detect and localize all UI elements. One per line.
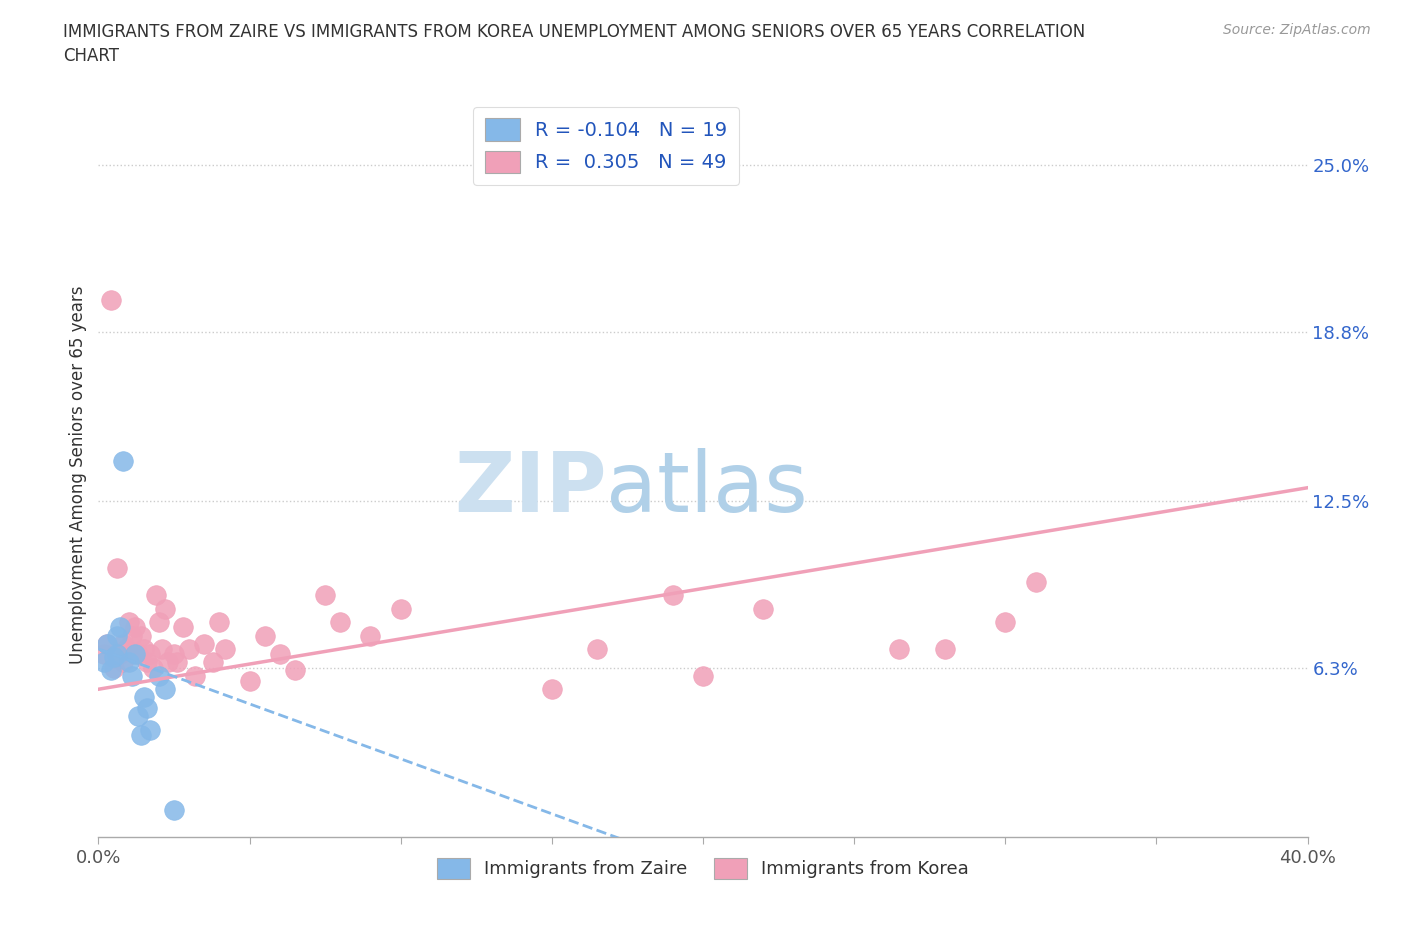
Point [118,615,141,630]
Point [132,642,155,657]
Point [586,642,609,657]
Point [889,642,911,657]
Point [124,620,146,635]
Point [934,642,956,657]
Point [163,647,186,662]
Point [692,669,714,684]
Point [111,454,134,469]
Point [184,669,207,684]
Point [96,636,118,651]
Point [148,669,170,684]
Point [108,647,131,662]
Point [103,649,125,664]
Point [360,628,382,643]
Point [142,660,165,675]
Point [389,601,412,616]
Point [111,636,134,651]
Point [103,660,125,675]
Point [284,663,307,678]
Point [124,647,146,662]
Point [153,682,176,697]
Point [314,588,336,603]
Point [93,647,115,662]
Point [329,615,352,630]
Point [118,655,141,670]
Point [111,655,134,670]
Point [148,615,170,630]
Point [145,588,167,603]
Text: ZIP: ZIP [454,448,606,529]
Point [93,655,115,670]
Point [661,588,683,603]
Point [139,722,162,737]
Point [253,628,276,643]
Point [994,615,1017,630]
Point [100,663,122,678]
Point [105,561,128,576]
Text: atlas: atlas [606,448,808,529]
Point [121,669,143,684]
Legend: Immigrants from Zaire, Immigrants from Korea: Immigrants from Zaire, Immigrants from K… [430,851,976,886]
Point [153,601,176,616]
Point [202,655,225,670]
Point [96,636,118,651]
Point [156,655,179,670]
Point [132,690,155,705]
Point [114,642,136,657]
Point [105,628,128,643]
Point [150,642,173,657]
Point [163,803,186,817]
Point [540,682,562,697]
Point [193,636,215,651]
Point [127,647,149,662]
Point [129,628,152,643]
Point [269,647,291,662]
Point [208,615,231,630]
Point [139,647,162,662]
Point [129,727,152,742]
Point [239,673,262,688]
Text: Source: ZipAtlas.com: Source: ZipAtlas.com [1223,23,1371,37]
Point [752,601,775,616]
Point [214,642,236,657]
Point [121,628,143,643]
Point [172,620,194,635]
Point [166,655,188,670]
Point [127,709,149,724]
Point [108,620,131,635]
Point [1024,575,1046,590]
Text: IMMIGRANTS FROM ZAIRE VS IMMIGRANTS FROM KOREA UNEMPLOYMENT AMONG SENIORS OVER 6: IMMIGRANTS FROM ZAIRE VS IMMIGRANTS FROM… [63,23,1085,65]
Point [105,647,128,662]
Point [179,642,201,657]
Point [135,700,157,715]
Point [135,655,157,670]
Point [100,292,122,307]
Y-axis label: Unemployment Among Seniors over 65 years: Unemployment Among Seniors over 65 years [69,286,87,663]
